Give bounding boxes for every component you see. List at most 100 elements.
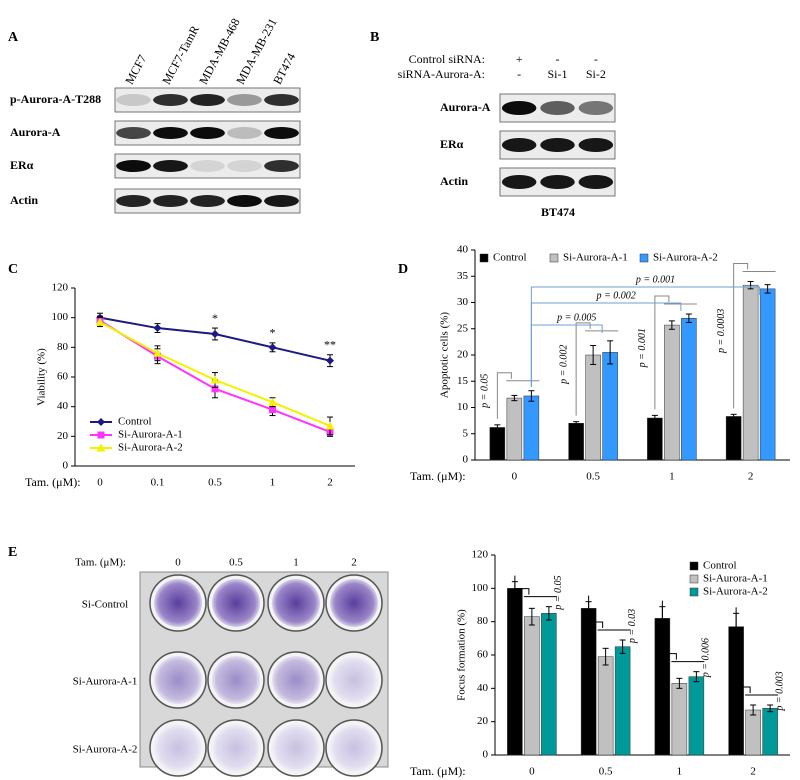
blot-band <box>227 94 262 106</box>
x-tick-label: 0 <box>529 766 535 778</box>
y-tick-label: 0 <box>483 749 489 761</box>
y-tick-label: 40 <box>457 244 469 256</box>
y-tick-label: 40 <box>477 682 489 694</box>
dose-value: 2 <box>351 557 357 569</box>
y-tick-label: 80 <box>57 341 69 353</box>
panel-label: A <box>8 30 19 45</box>
blot-band <box>153 160 188 172</box>
marker <box>268 343 277 352</box>
y-axis-label: Focus formation (%) <box>456 609 468 701</box>
blot-row-label: Aurora-A <box>440 100 491 114</box>
well <box>330 724 378 772</box>
bar <box>541 613 557 756</box>
panel-label: E <box>8 545 17 560</box>
blot-row-label: Actin <box>440 174 468 188</box>
bar <box>489 427 506 461</box>
blot-row-label: Aurora-A <box>10 125 61 139</box>
legend-label: Si-Aurora-A-2 <box>118 442 183 454</box>
plate-row-label: Si-Control <box>82 599 128 611</box>
p-value: p = 0.003 <box>774 671 785 711</box>
blot-band <box>578 175 614 189</box>
x-axis-label: Tam. (μM): <box>25 475 81 489</box>
panel-label: D <box>398 262 408 277</box>
bar <box>602 352 618 461</box>
y-tick-label: 30 <box>457 296 469 308</box>
bar <box>745 709 761 756</box>
blot-row-label: Actin <box>10 193 38 207</box>
y-tick-label: 10 <box>457 401 469 413</box>
p-value: p = 0.002 <box>558 345 569 385</box>
blot-band <box>264 94 299 106</box>
x-axis-label: Tam. (μM): <box>410 764 466 778</box>
p-value: p = 0.001 <box>635 274 675 285</box>
marker <box>325 421 335 430</box>
condition-label: siRNA-Aurora-A: <box>398 67 485 81</box>
bar <box>507 588 523 756</box>
bar <box>664 324 680 461</box>
well <box>330 656 378 704</box>
bar <box>671 683 688 756</box>
legend-label: Si-Aurora-A-2 <box>653 252 718 264</box>
blot-band <box>578 138 614 152</box>
bar <box>580 608 597 756</box>
blot-band <box>190 160 225 172</box>
bar <box>742 284 759 461</box>
well <box>212 656 260 704</box>
well <box>330 579 378 627</box>
x-tick-label: 2 <box>750 766 756 778</box>
y-axis-label: Apoptotic cells (%) <box>439 312 451 398</box>
p-value: p = 0.005 <box>556 312 596 323</box>
x-tick-label: 1 <box>270 477 276 489</box>
well <box>154 724 202 772</box>
p-value: p = 0.05 <box>480 374 491 409</box>
bar <box>524 616 540 756</box>
x-tick-label: 2 <box>327 477 333 489</box>
bar <box>647 417 663 461</box>
condition-value: - <box>517 67 521 81</box>
well <box>272 724 320 772</box>
y-tick-label: 120 <box>52 282 69 294</box>
well <box>212 724 260 772</box>
blot-band <box>540 175 575 189</box>
x-tick-label: 0 <box>97 477 103 489</box>
condition-value: - <box>556 52 560 66</box>
dose-value: 1 <box>293 557 299 569</box>
bar <box>762 708 778 756</box>
blot-band <box>153 94 188 106</box>
bracket <box>735 607 751 693</box>
blot-band <box>540 138 575 152</box>
bracket <box>733 263 749 409</box>
bar <box>681 318 697 461</box>
bracket <box>654 295 670 410</box>
condition-value: Si-2 <box>586 67 606 81</box>
y-tick-label: 20 <box>57 430 69 442</box>
significance-mark: * <box>270 326 276 340</box>
blot-band <box>190 94 225 106</box>
blot-row-label: ERα <box>440 137 464 151</box>
blot-band <box>116 195 151 207</box>
blot-band <box>227 195 262 207</box>
bracket <box>661 600 677 660</box>
p-value: p = 0.001 <box>637 328 648 368</box>
legend-label: Control <box>118 416 152 428</box>
y-tick-label: 60 <box>57 371 69 383</box>
bar <box>506 397 523 461</box>
blot-band <box>153 195 188 207</box>
legend-swatch <box>549 253 559 263</box>
well <box>154 579 202 627</box>
x-tick-label: 0.1 <box>151 477 165 489</box>
blot-band <box>190 195 225 207</box>
p-value: p = 0.006 <box>701 638 712 678</box>
y-tick-label: 35 <box>457 270 469 282</box>
bracket <box>575 322 591 416</box>
bracket <box>514 575 530 595</box>
y-tick-label: 40 <box>57 400 69 412</box>
condition-value: + <box>516 52 523 66</box>
legend-swatch <box>479 253 489 263</box>
bar <box>614 646 631 756</box>
bar <box>568 423 584 461</box>
dose-value: 0.5 <box>229 557 243 569</box>
bar <box>759 288 776 461</box>
well <box>212 579 260 627</box>
